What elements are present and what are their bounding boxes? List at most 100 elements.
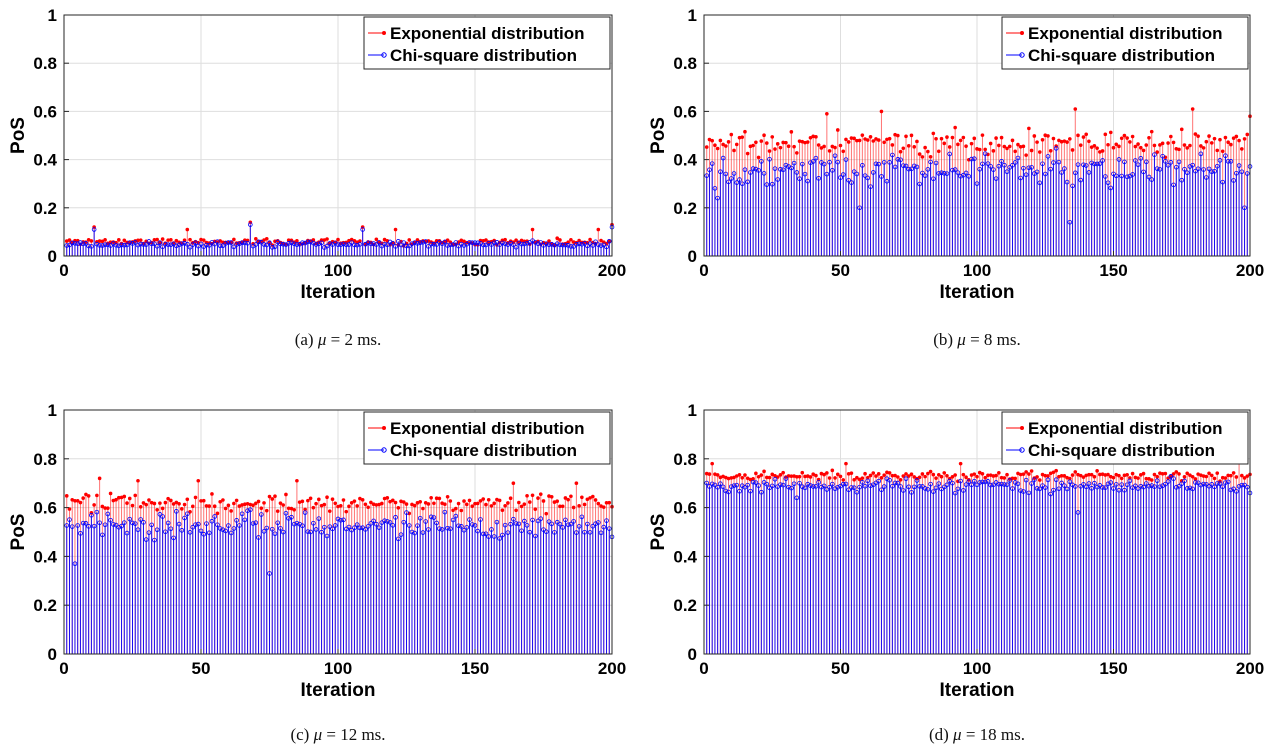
data-point — [453, 513, 459, 519]
data-point — [936, 472, 941, 477]
data-point — [854, 489, 860, 495]
data-point — [368, 521, 374, 526]
data-point — [1043, 133, 1048, 138]
data-point — [977, 480, 983, 485]
data-point — [1100, 485, 1105, 490]
data-point — [1141, 471, 1146, 476]
data-point — [963, 482, 969, 487]
data-point — [1005, 472, 1009, 477]
data-point — [291, 521, 297, 527]
data-point — [1048, 491, 1054, 497]
data-point — [606, 526, 612, 531]
data-point — [599, 504, 603, 508]
data-point — [860, 163, 865, 168]
data-point — [1087, 472, 1091, 477]
data-point — [168, 526, 174, 532]
data-point — [1154, 166, 1160, 171]
data-point — [143, 242, 149, 247]
data-point — [1212, 476, 1217, 481]
data-point — [980, 471, 985, 476]
data-point — [1158, 471, 1162, 475]
data-point — [846, 177, 851, 183]
data-point — [555, 499, 559, 503]
data-point — [936, 171, 942, 176]
data-point — [286, 241, 291, 246]
data-point — [352, 525, 357, 531]
data-point — [781, 140, 785, 145]
data-point — [442, 239, 448, 245]
data-point — [127, 496, 132, 501]
x-tick-label: 50 — [192, 261, 211, 280]
data-point — [522, 502, 527, 507]
data-point — [1165, 163, 1171, 168]
data-point — [1029, 148, 1034, 153]
data-point — [127, 240, 133, 245]
data-point — [1133, 475, 1138, 480]
data-point — [111, 498, 116, 503]
data-point — [321, 525, 327, 530]
data-point — [97, 476, 102, 481]
data-point — [204, 521, 209, 526]
data-point — [114, 497, 118, 502]
data-point — [977, 167, 983, 172]
data-point — [171, 535, 176, 541]
data-point — [748, 488, 753, 494]
legend-marker — [382, 426, 386, 430]
data-point — [750, 479, 756, 485]
data-point — [571, 244, 576, 249]
data-point — [1010, 486, 1015, 491]
data-point — [108, 517, 113, 523]
data-point — [1226, 473, 1230, 478]
data-point — [467, 498, 472, 503]
data-point — [1018, 472, 1023, 477]
data-point — [601, 524, 607, 530]
data-point — [904, 472, 908, 476]
data-point — [885, 470, 889, 475]
data-point — [1217, 158, 1223, 163]
data-point — [1089, 472, 1094, 477]
data-point — [923, 474, 927, 479]
data-point — [278, 526, 283, 531]
data-point — [308, 529, 313, 535]
data-point — [1059, 473, 1064, 478]
data-point — [429, 495, 433, 500]
data-point — [472, 240, 478, 245]
data-point — [439, 527, 445, 532]
data-point — [915, 139, 919, 144]
data-point — [84, 492, 88, 497]
data-point — [754, 471, 758, 476]
data-point — [767, 149, 772, 153]
data-point — [303, 507, 307, 512]
data-point — [1223, 135, 1228, 140]
data-point — [1051, 160, 1056, 165]
data-point — [199, 499, 203, 503]
data-point — [160, 244, 165, 250]
data-point — [1201, 146, 1206, 150]
data-point — [598, 243, 604, 248]
data-point — [866, 475, 870, 480]
data-point — [113, 522, 119, 528]
data-point — [333, 501, 338, 506]
data-point — [124, 530, 130, 536]
data-point — [511, 481, 516, 485]
data-point — [964, 144, 968, 148]
data-point — [199, 237, 203, 242]
data-point — [1059, 480, 1064, 486]
data-point — [1184, 170, 1190, 176]
data-point — [799, 484, 805, 490]
data-point — [1108, 185, 1114, 191]
data-point — [1032, 477, 1037, 482]
data-point — [365, 240, 371, 246]
data-point — [377, 240, 381, 244]
data-point — [380, 501, 384, 506]
data-point — [393, 244, 398, 249]
data-point — [541, 499, 546, 503]
data-point — [1042, 171, 1048, 177]
data-point — [958, 478, 963, 484]
data-point — [363, 527, 368, 532]
data-point — [95, 493, 99, 498]
data-point — [294, 242, 300, 247]
chart-panel-b: 0 50 100 150 200 0 0.2 0.4 0.6 0.8 1 Iteration PoS Ex… — [648, 6, 1264, 303]
data-point — [712, 482, 718, 488]
data-point — [1029, 481, 1034, 486]
